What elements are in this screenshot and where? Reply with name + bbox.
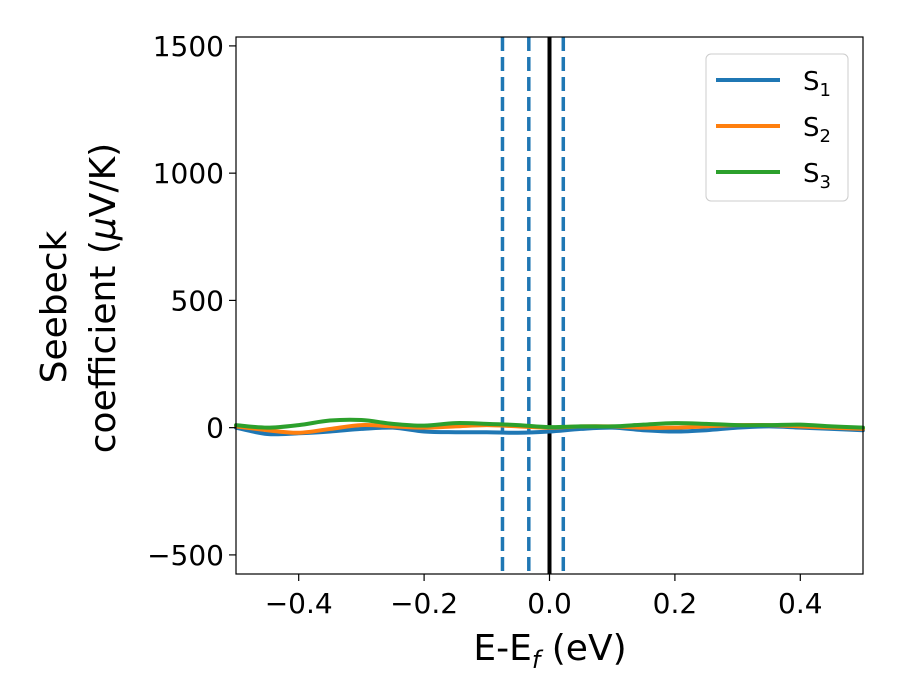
- y-tick-label: 1500: [153, 30, 224, 63]
- x-tick-label: 0.4: [778, 587, 823, 620]
- x-axis-ticks: −0.4 −0.2 0.0 0.2 0.4: [265, 574, 823, 620]
- x-tick-label: 0.2: [653, 587, 698, 620]
- y-tick-label: 0: [206, 412, 224, 445]
- y-tick-label: 1000: [153, 157, 224, 190]
- y-tick-label: 500: [171, 284, 224, 317]
- series-line-s3: [234, 417, 865, 430]
- y-tick-label: −500: [147, 539, 224, 572]
- legend-label-s1: S1: [803, 67, 831, 101]
- x-tick-label: −0.2: [390, 587, 458, 620]
- y-axis-label-line2: coefficient (μV/K): [83, 143, 124, 453]
- y-axis-ticks: −500 0 500 1000 1500: [147, 30, 236, 572]
- series-lines: [234, 417, 865, 437]
- legend: S1 S2 S3: [705, 53, 849, 202]
- y-axis-label-line1: Seebeck: [34, 230, 75, 383]
- vertical-reference-lines: [500, 37, 566, 574]
- x-tick-label: −0.4: [265, 587, 333, 620]
- legend-label-s3: S3: [803, 159, 831, 193]
- x-axis-label: E-Ef (eV): [473, 628, 626, 674]
- legend-label-s2: S2: [803, 113, 831, 147]
- x-tick-label: 0.0: [527, 587, 572, 620]
